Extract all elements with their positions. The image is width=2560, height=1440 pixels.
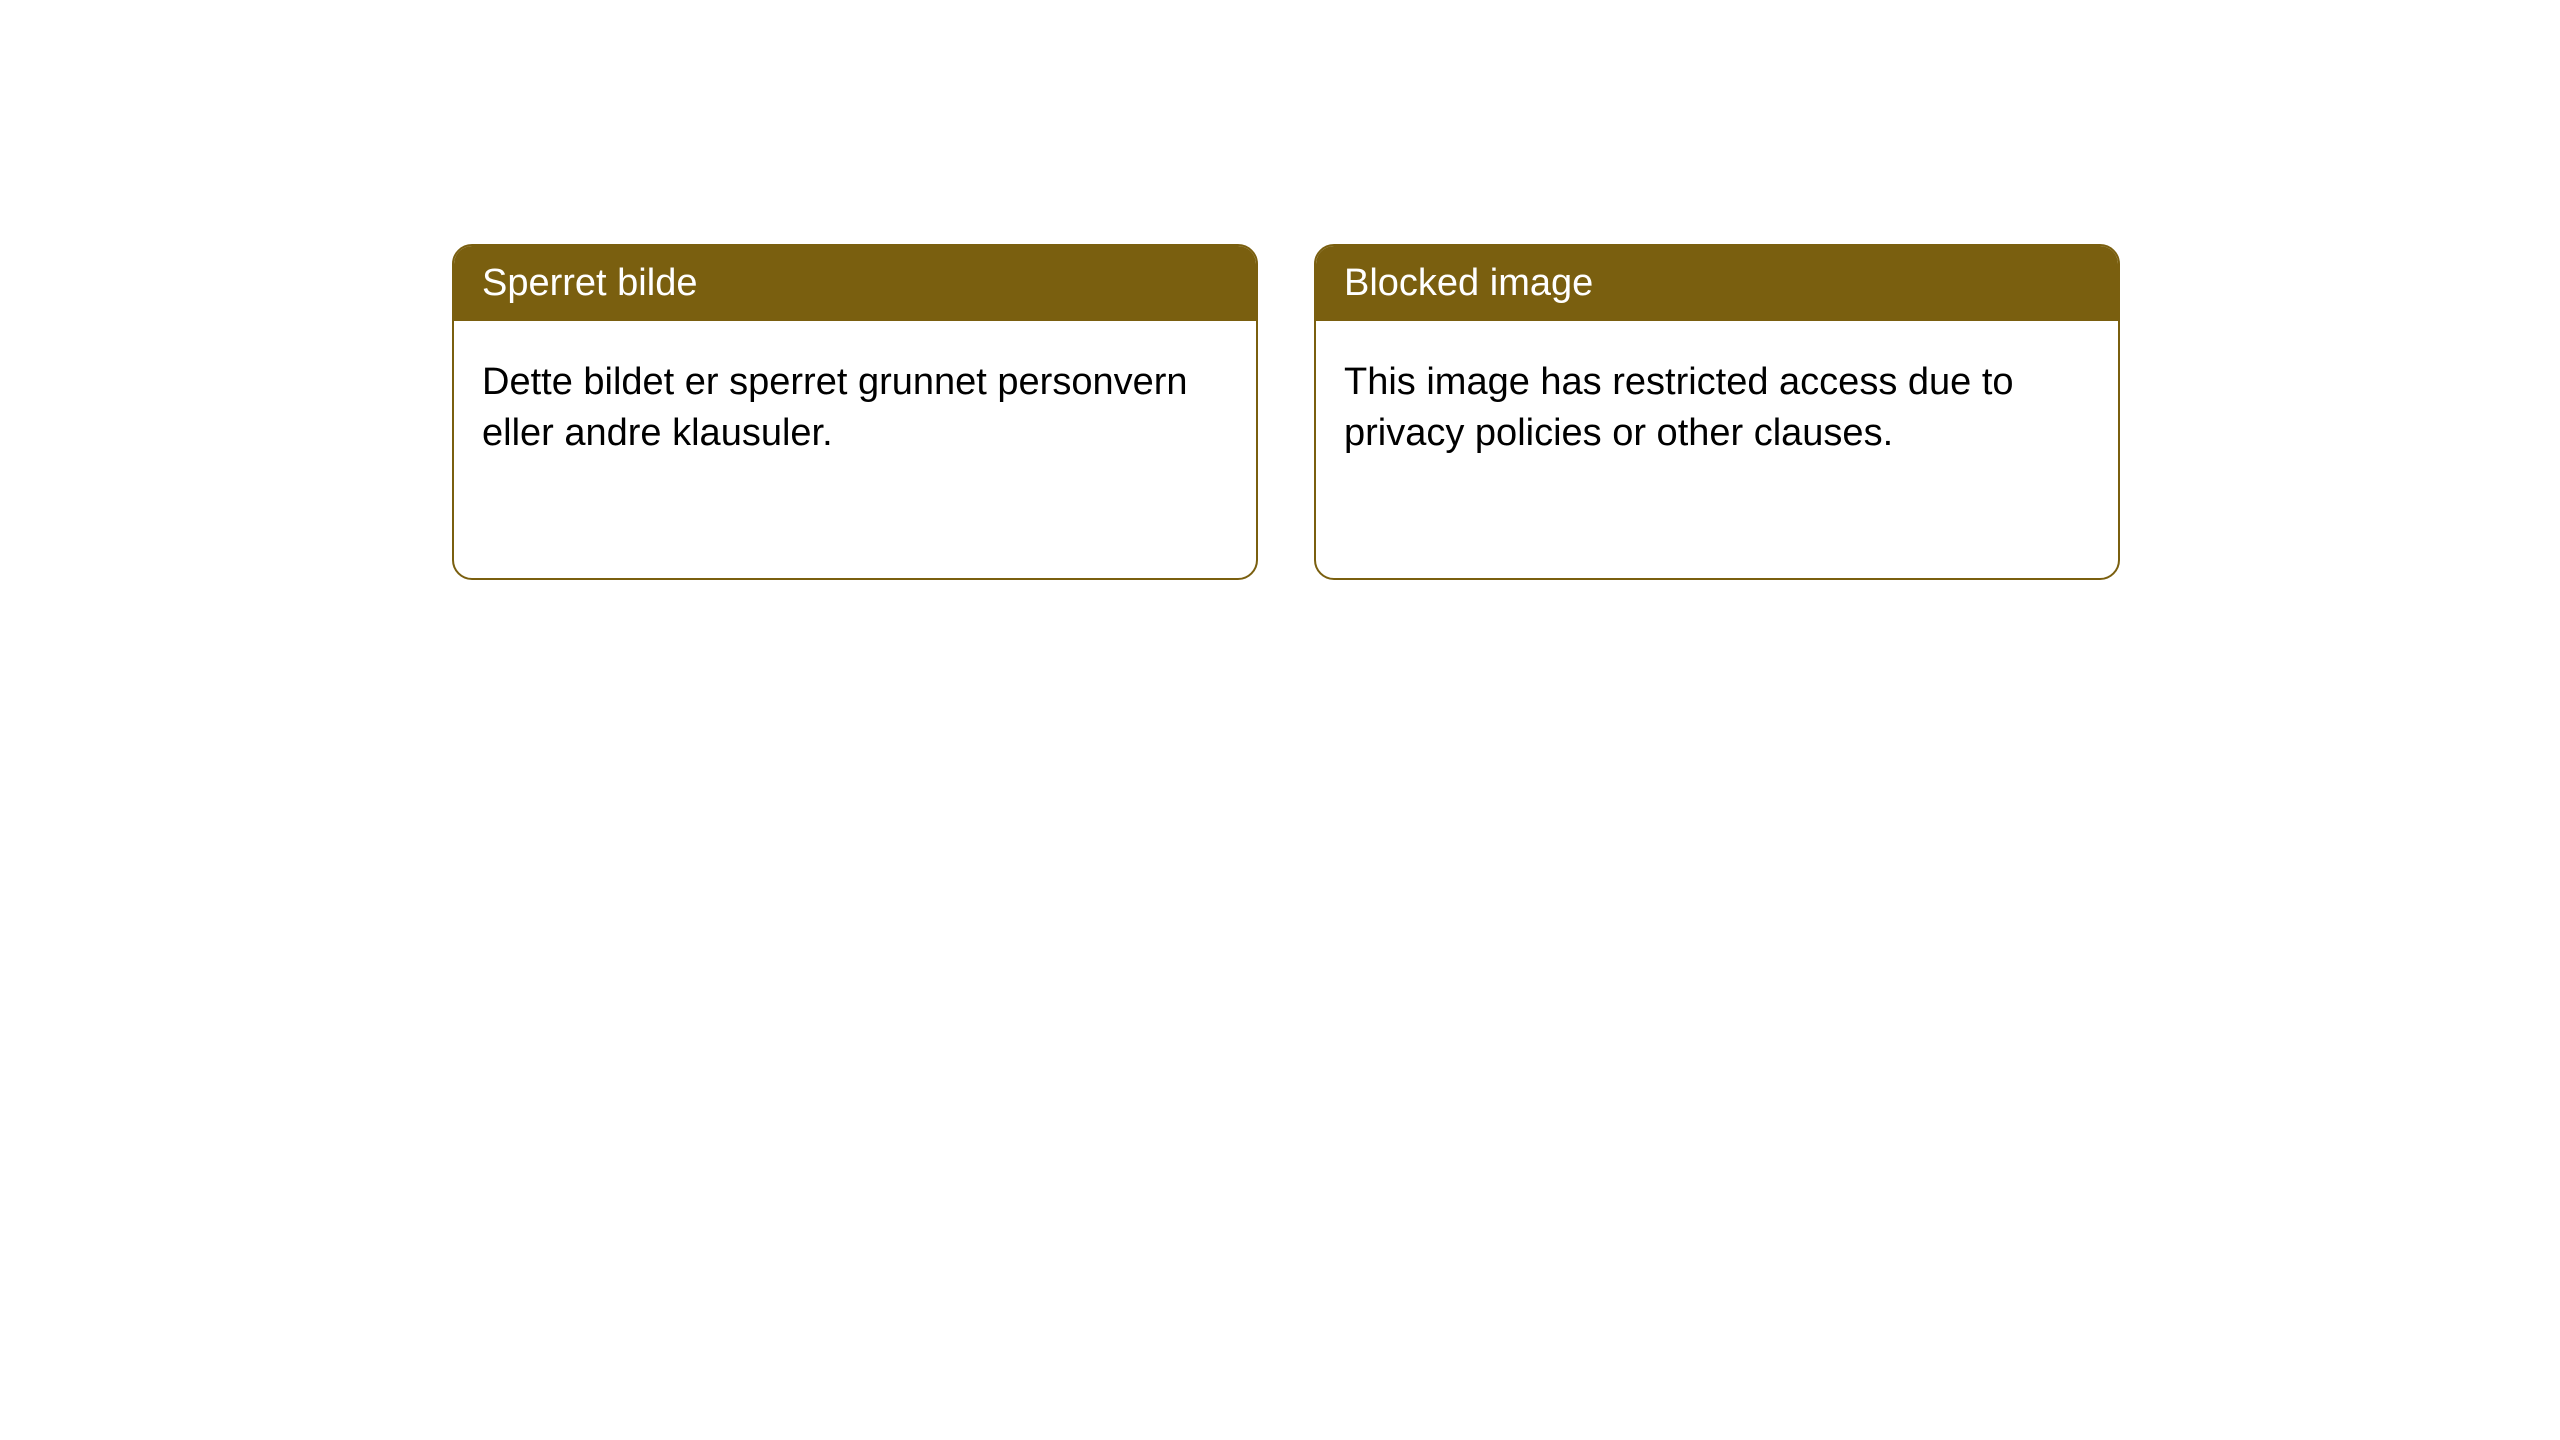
- card-body-text: This image has restricted access due to …: [1344, 361, 2014, 454]
- cards-container: Sperret bilde Dette bildet er sperret gr…: [0, 0, 2560, 580]
- card-body: Dette bildet er sperret grunnet personve…: [454, 321, 1256, 496]
- card-title: Blocked image: [1344, 262, 1593, 304]
- blocked-image-card-en: Blocked image This image has restricted …: [1314, 244, 2120, 580]
- card-body-text: Dette bildet er sperret grunnet personve…: [482, 361, 1188, 454]
- card-header: Blocked image: [1316, 246, 2118, 321]
- blocked-image-card-no: Sperret bilde Dette bildet er sperret gr…: [452, 244, 1258, 580]
- card-title: Sperret bilde: [482, 262, 697, 304]
- card-header: Sperret bilde: [454, 246, 1256, 321]
- card-body: This image has restricted access due to …: [1316, 321, 2118, 496]
